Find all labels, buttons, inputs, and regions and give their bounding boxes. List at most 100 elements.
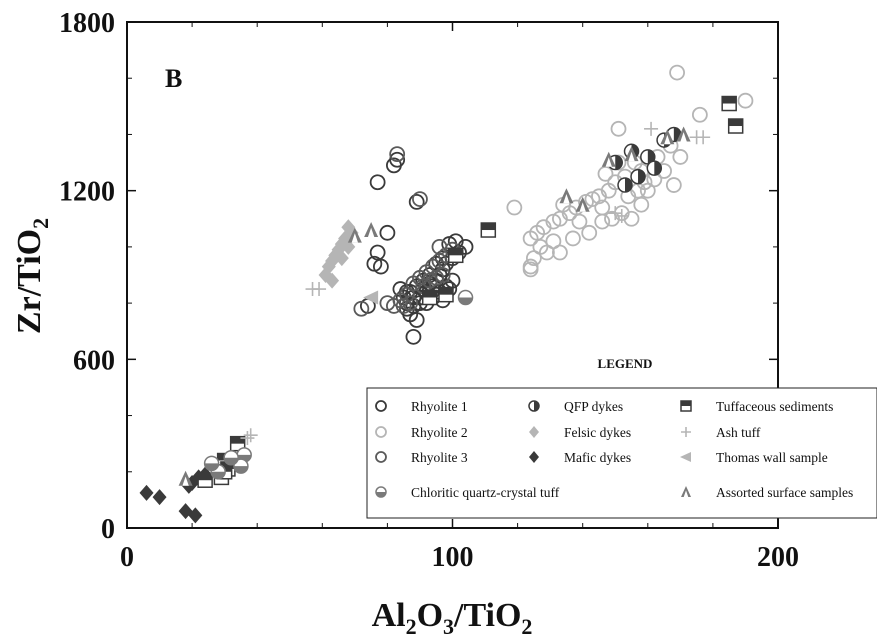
- data-point: [522, 230, 539, 247]
- data-point: [676, 126, 691, 142]
- data-point: [223, 449, 239, 466]
- series-chloritic-quartz-crystal-tuff: [203, 289, 474, 480]
- y-axis-title: Zr/TiO2: [11, 218, 53, 334]
- series-assorted-surface-samples: [178, 126, 691, 486]
- legend-marker: [681, 486, 691, 497]
- legend-label: Tuffaceous sediments: [716, 399, 833, 414]
- legend-label: QFP dykes: [564, 399, 623, 414]
- y-tick-label: 0: [101, 514, 115, 545]
- legend-marker: [375, 426, 387, 438]
- data-point: [331, 241, 346, 258]
- legend-label: Thomas wall sample: [716, 450, 828, 465]
- data-point: [334, 250, 349, 267]
- legend-marker: [680, 452, 691, 462]
- data-point: [328, 247, 343, 264]
- data-point: [640, 149, 656, 165]
- legend-label: Mafic dykes: [564, 450, 631, 465]
- data-point: [552, 244, 568, 261]
- data-point: [178, 470, 193, 486]
- data-point: [660, 129, 675, 145]
- data-point: [188, 507, 203, 524]
- data-point: [559, 188, 574, 204]
- data-point: [727, 118, 744, 134]
- legend-label: Rhyolite 3: [411, 450, 468, 465]
- data-point: [412, 191, 428, 208]
- data-point: [630, 168, 646, 185]
- legend-label: Assorted surface samples: [716, 485, 853, 500]
- data-point: [431, 238, 448, 255]
- legend: LEGEND Rhyolite 1 QFP dykes Tuffaceous sed…: [366, 356, 877, 519]
- panel-label: B: [165, 64, 182, 93]
- legend-marker: [375, 486, 387, 498]
- data-point: [405, 328, 422, 345]
- data-point: [522, 261, 539, 278]
- data-point: [608, 206, 623, 221]
- legend-label: Rhyolite 1: [411, 399, 468, 414]
- data-point: [353, 300, 370, 317]
- data-point: [434, 267, 451, 283]
- data-point: [575, 196, 590, 212]
- data-point: [624, 146, 639, 162]
- legend-label: Chloritic quartz-crystal tuff: [411, 485, 560, 500]
- data-point: [737, 92, 754, 109]
- data-point: [372, 258, 389, 275]
- x-tick-label: 100: [432, 542, 474, 573]
- legend-marker: [375, 400, 387, 412]
- data-point: [480, 222, 497, 238]
- data-point: [379, 224, 396, 241]
- axis-ticks: 0 100 200 0 600 1200 1800: [59, 8, 799, 573]
- legend-marker: [528, 400, 540, 412]
- data-point: [341, 238, 356, 255]
- series-mafic-dykes: [139, 466, 213, 524]
- data-point: [565, 230, 581, 247]
- data-point: [623, 210, 640, 227]
- data-point: [721, 95, 737, 112]
- legend-marker: [529, 426, 539, 438]
- data-point: [691, 106, 708, 123]
- data-point: [457, 289, 474, 306]
- data-point: [646, 160, 663, 176]
- data-point: [243, 428, 258, 443]
- data-point: [408, 194, 425, 210]
- data-point: [233, 458, 249, 474]
- data-point: [389, 146, 406, 163]
- data-point: [594, 213, 611, 230]
- data-marks: [139, 64, 754, 524]
- legend-box: [366, 387, 877, 519]
- data-point: [604, 210, 620, 227]
- data-point: [325, 272, 340, 289]
- data-point: [525, 250, 542, 267]
- data-point: [421, 289, 438, 306]
- legend-marker: [680, 400, 692, 412]
- data-point: [672, 149, 689, 165]
- data-point: [229, 435, 246, 452]
- data-point: [364, 222, 379, 238]
- data-point: [506, 199, 523, 216]
- data-point: [240, 431, 255, 446]
- legend-marker: [375, 451, 387, 463]
- data-point: [571, 213, 588, 230]
- data-point: [696, 130, 711, 145]
- data-point: [597, 165, 614, 182]
- data-point: [408, 312, 425, 328]
- data-point: [363, 290, 379, 305]
- data-point: [395, 298, 412, 314]
- y-tick-label: 1800: [59, 8, 115, 39]
- x-axis-title: Al2O3/TiO2: [372, 597, 533, 639]
- data-point: [448, 247, 464, 264]
- data-point: [669, 64, 685, 81]
- series-ash-tuff: [240, 121, 711, 446]
- data-point: [347, 227, 362, 243]
- data-point: [610, 120, 627, 137]
- data-point: [601, 151, 616, 167]
- data-point: [581, 224, 598, 241]
- legend-label: Felsic dykes: [564, 425, 631, 440]
- data-point: [139, 484, 154, 501]
- data-point: [152, 489, 167, 506]
- data-point: [312, 282, 327, 297]
- legend-marker: [681, 427, 691, 437]
- x-tick-label: 200: [757, 542, 799, 573]
- x-tick-label: 0: [120, 542, 134, 573]
